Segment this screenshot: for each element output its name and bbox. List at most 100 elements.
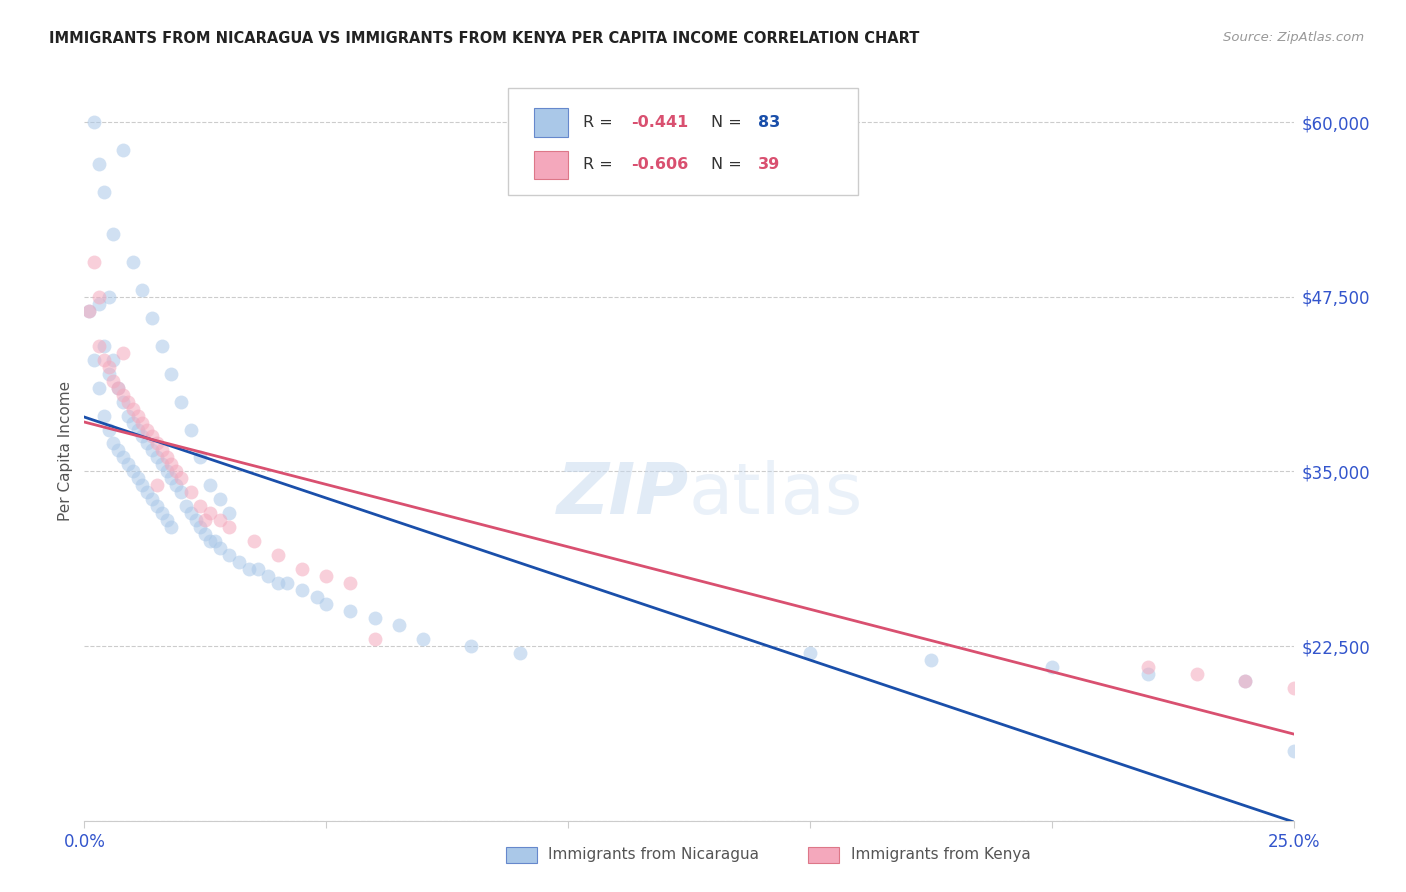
FancyBboxPatch shape <box>534 151 568 178</box>
Point <box>117 409 139 423</box>
Point <box>127 409 149 423</box>
Point <box>339 604 361 618</box>
Point <box>155 464 177 478</box>
Point <box>136 423 159 437</box>
Point <box>131 283 153 297</box>
Point <box>93 352 115 367</box>
Text: IMMIGRANTS FROM NICARAGUA VS IMMIGRANTS FROM KENYA PER CAPITA INCOME CORRELATION: IMMIGRANTS FROM NICARAGUA VS IMMIGRANTS … <box>49 31 920 46</box>
Point <box>460 639 482 653</box>
Point <box>194 513 217 527</box>
Y-axis label: Per Capita Income: Per Capita Income <box>58 380 73 521</box>
Point <box>291 583 314 598</box>
Point <box>194 527 217 541</box>
Point <box>131 478 153 492</box>
Text: R =: R = <box>582 157 617 172</box>
Point <box>121 255 143 269</box>
Point <box>83 255 105 269</box>
Point <box>141 429 163 443</box>
Point <box>83 352 105 367</box>
Point <box>190 520 212 534</box>
Text: Source: ZipAtlas.com: Source: ZipAtlas.com <box>1223 31 1364 45</box>
Point <box>170 471 193 485</box>
Point <box>198 506 221 520</box>
FancyBboxPatch shape <box>508 87 858 195</box>
Point <box>160 458 183 472</box>
Point <box>305 590 328 604</box>
Text: Immigrants from Kenya: Immigrants from Kenya <box>851 847 1031 862</box>
Point <box>87 381 110 395</box>
Text: R =: R = <box>582 115 617 130</box>
Point <box>160 367 183 381</box>
Point <box>121 464 143 478</box>
FancyBboxPatch shape <box>808 847 839 863</box>
Point <box>160 520 183 534</box>
Point <box>117 458 139 472</box>
Point <box>1185 667 1208 681</box>
Point <box>136 485 159 500</box>
Point <box>112 387 135 401</box>
FancyBboxPatch shape <box>506 847 537 863</box>
Text: -0.606: -0.606 <box>631 157 688 172</box>
Point <box>267 576 290 591</box>
Point <box>291 562 314 576</box>
Point <box>160 471 183 485</box>
Text: ZIP: ZIP <box>557 460 689 529</box>
Point <box>208 492 231 507</box>
Point <box>165 464 187 478</box>
Point <box>155 513 177 527</box>
Point <box>87 290 110 304</box>
Point <box>121 401 143 416</box>
Point <box>112 394 135 409</box>
Point <box>242 534 264 549</box>
Point <box>107 381 129 395</box>
Point <box>150 458 173 472</box>
Point <box>103 374 125 388</box>
Point <box>1282 681 1305 695</box>
Point <box>97 423 120 437</box>
Point <box>218 506 240 520</box>
Point <box>87 297 110 311</box>
Point <box>97 367 120 381</box>
Text: 39: 39 <box>758 157 780 172</box>
Point <box>127 423 149 437</box>
Text: N =: N = <box>710 115 747 130</box>
Point <box>136 436 159 450</box>
Point <box>77 303 100 318</box>
Point <box>315 569 337 583</box>
Point <box>170 485 193 500</box>
Point <box>208 541 231 556</box>
Point <box>1282 744 1305 758</box>
FancyBboxPatch shape <box>534 109 568 136</box>
Point <box>388 618 411 632</box>
Point <box>103 436 125 450</box>
Point <box>112 143 135 157</box>
Point <box>920 653 942 667</box>
Point <box>509 646 531 660</box>
Point <box>127 471 149 485</box>
Point <box>1137 667 1160 681</box>
Point <box>150 506 173 520</box>
Point <box>208 513 231 527</box>
Point <box>1137 660 1160 674</box>
Point <box>146 436 169 450</box>
Point <box>155 450 177 465</box>
Point <box>204 534 226 549</box>
Point <box>238 562 260 576</box>
Point <box>112 345 135 359</box>
Point <box>103 227 125 241</box>
Point <box>799 646 821 660</box>
Point <box>146 500 169 514</box>
Point <box>87 339 110 353</box>
Point <box>170 394 193 409</box>
Point <box>190 500 212 514</box>
Text: atlas: atlas <box>689 460 863 529</box>
Point <box>218 548 240 562</box>
Point <box>180 485 202 500</box>
Point <box>180 506 202 520</box>
Point <box>315 597 337 611</box>
Point <box>87 157 110 171</box>
Point <box>146 478 169 492</box>
Text: N =: N = <box>710 157 747 172</box>
Point <box>1234 673 1257 688</box>
Point <box>103 352 125 367</box>
